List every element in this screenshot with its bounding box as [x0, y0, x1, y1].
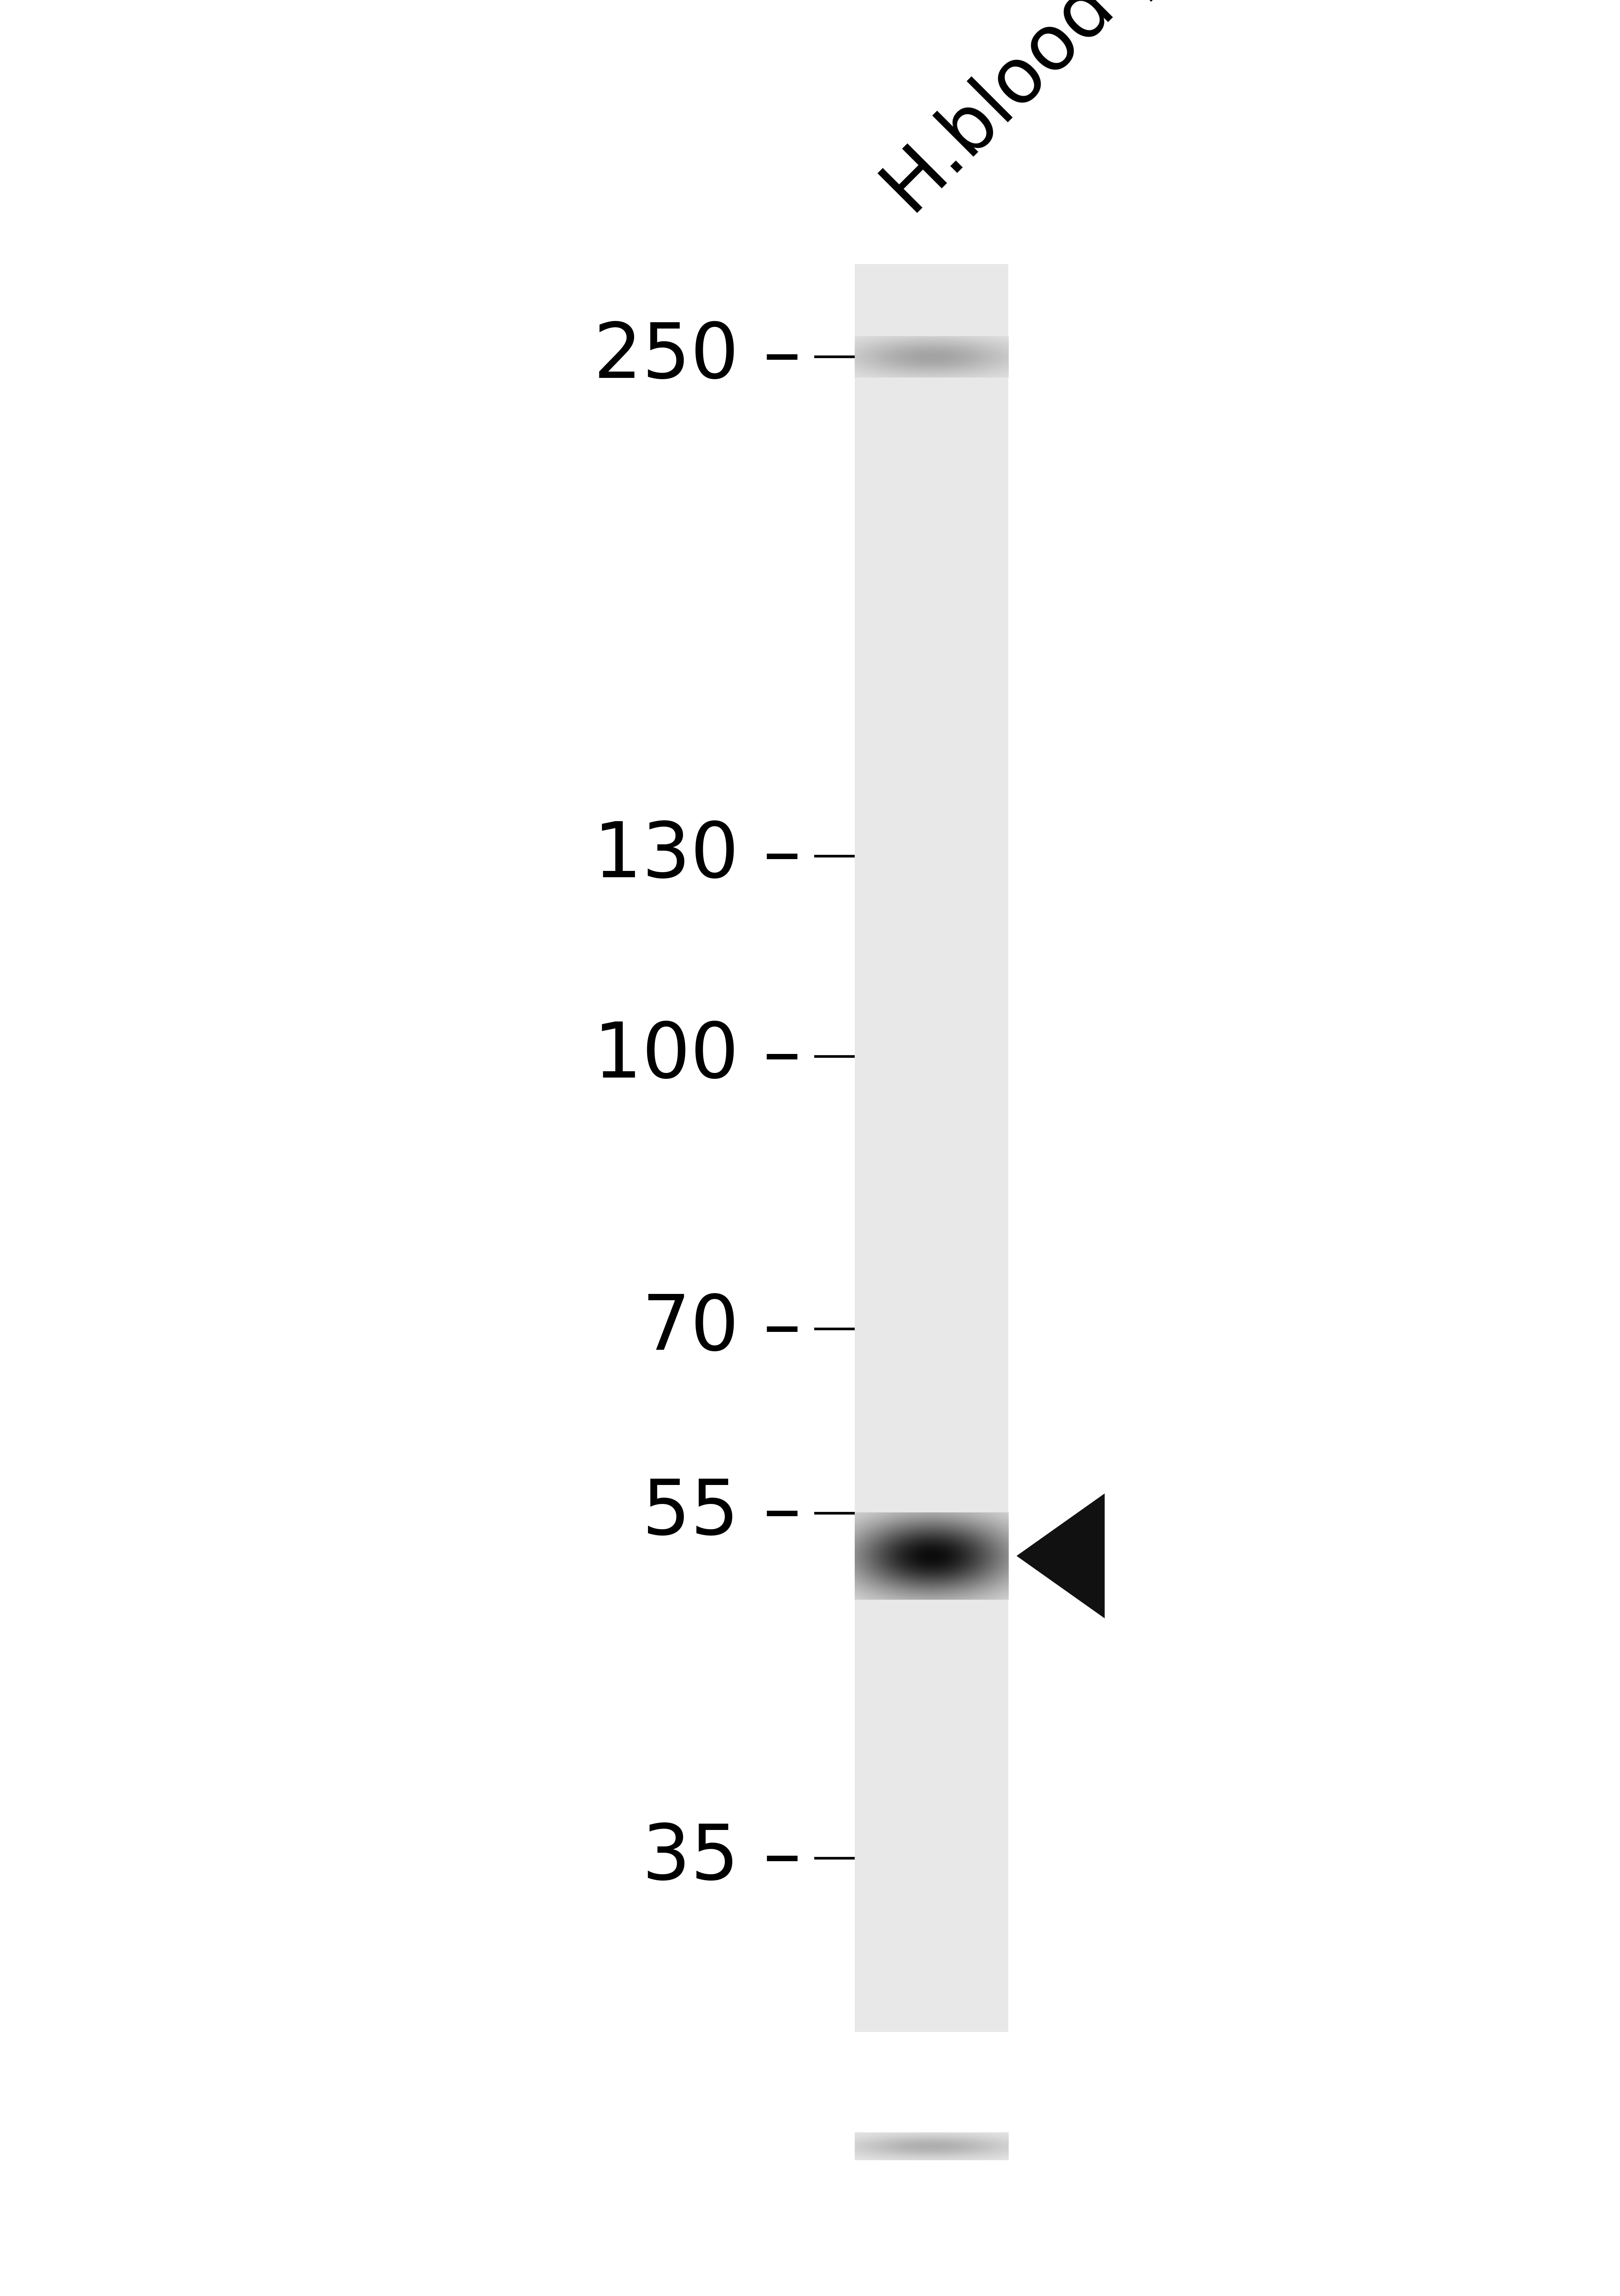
Text: 55 –: 55 –: [642, 1476, 800, 1550]
Polygon shape: [1017, 1492, 1105, 1619]
Text: 35 –: 35 –: [642, 1821, 800, 1896]
Text: 130 –: 130 –: [593, 820, 800, 893]
Bar: [855, 264, 1008, 2032]
Text: 100 –: 100 –: [593, 1019, 800, 1093]
Text: H.blood plasma: H.blood plasma: [872, 0, 1341, 230]
Text: 70 –: 70 –: [642, 1293, 800, 1366]
Text: 250 –: 250 –: [593, 319, 800, 393]
